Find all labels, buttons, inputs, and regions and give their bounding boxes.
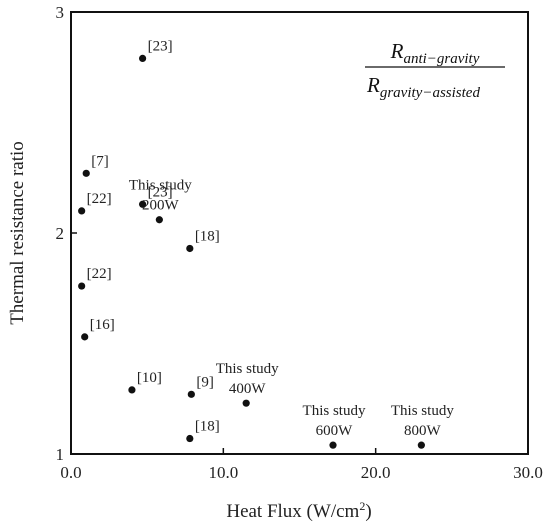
data-point-label: 600W: [316, 423, 354, 439]
data-point: [417, 441, 425, 449]
data-point-label: [9]: [196, 374, 214, 390]
formula-denominator-base: R: [366, 73, 380, 97]
data-point-label: This study: [129, 178, 192, 194]
y-axis-title: Thermal resistance ratio: [7, 141, 28, 325]
data-point-label: [16]: [90, 317, 115, 333]
y-tick-label: 1: [56, 445, 65, 464]
data-point-label: 200W: [142, 198, 180, 214]
data-point: [128, 386, 136, 394]
x-tick-label: 30.0: [513, 463, 543, 482]
data-point: [186, 244, 194, 253]
formula-numerator: Ranti−gravity: [390, 39, 480, 67]
data-point-label: This study: [303, 403, 366, 419]
x-axis-title: Heat Flux (W/cm2): [226, 499, 371, 522]
data-point: [138, 200, 147, 208]
data-point-label: [18]: [195, 419, 220, 435]
x-tick-label: 0.0: [60, 463, 81, 482]
data-point-label: [22]: [87, 266, 112, 282]
data-point: [138, 54, 147, 63]
x-axis: 0.0 10.0 20.0 30.0: [60, 448, 543, 482]
x-axis-title-superscript: 2: [359, 499, 365, 513]
data-point-label: [7]: [91, 153, 109, 169]
y-tick-label: 3: [56, 3, 65, 22]
data-point-label: [18]: [195, 228, 220, 244]
data-point: [186, 434, 194, 443]
x-tick-label: 20.0: [361, 463, 391, 482]
formula-annotation: Ranti−gravity Rgravity−assisted: [365, 39, 505, 101]
formula-denominator: Rgravity−assisted: [366, 73, 480, 101]
x-axis-title-close: ): [365, 501, 371, 522]
data-points: [23][7][22] [23]This study200W[18][22][16…: [78, 38, 454, 449]
data-point: [187, 390, 195, 398]
plot-frame: [70, 11, 529, 455]
x-axis-title-main: Heat Flux (W/cm: [226, 501, 359, 522]
data-point-label: This study: [391, 403, 454, 419]
data-point: [155, 216, 163, 224]
formula-numerator-base: R: [390, 39, 404, 63]
formula-numerator-subscript: anti−gravity: [403, 51, 479, 67]
data-point-label: [23]: [148, 38, 173, 54]
y-axis: 1 2 3: [56, 3, 77, 464]
x-tick-label: 10.0: [208, 463, 238, 482]
data-point-label: [23]: [148, 184, 173, 200]
data-point-label: 800W: [404, 423, 442, 439]
data-point-label: This study: [216, 361, 279, 377]
data-point: [82, 169, 90, 177]
data-point-label: [22]: [87, 191, 112, 207]
formula-denominator-subscript: gravity−assisted: [380, 85, 481, 101]
y-tick-label: 2: [56, 224, 65, 243]
data-point: [78, 282, 86, 290]
data-point: [242, 399, 250, 407]
data-point: [81, 333, 89, 341]
data-point: [78, 207, 86, 215]
data-point-label: 400W: [229, 381, 267, 397]
data-point-label: [10]: [137, 370, 162, 386]
data-point: [329, 441, 337, 449]
